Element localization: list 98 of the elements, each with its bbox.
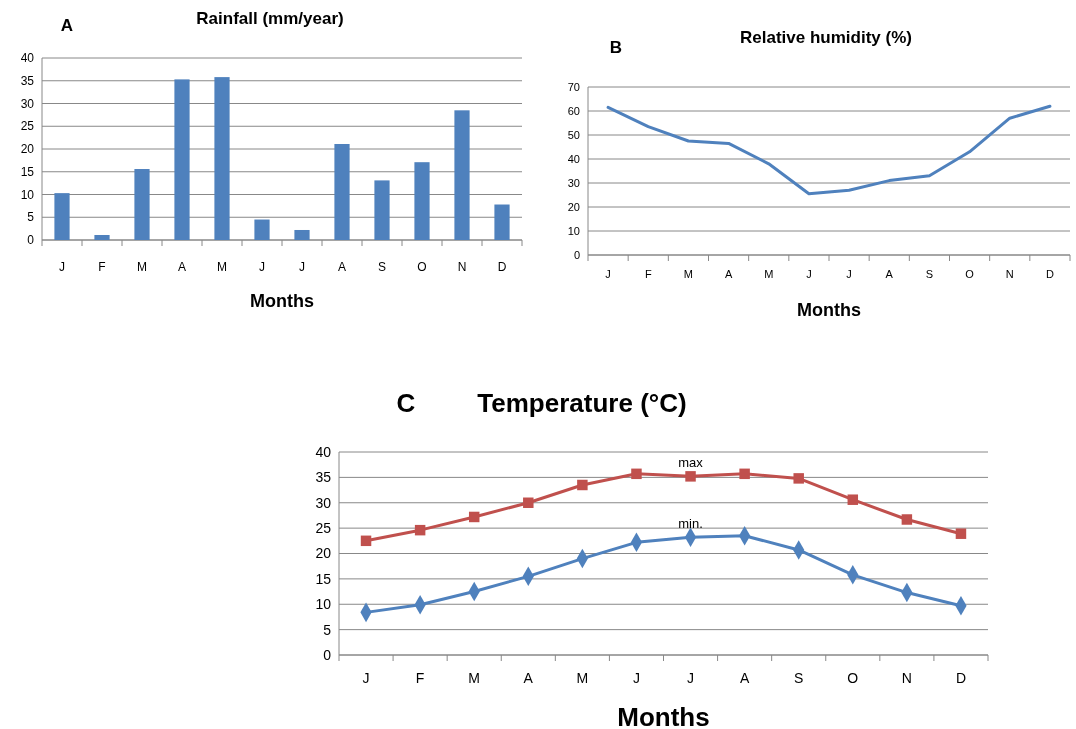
bar (54, 193, 70, 240)
bar (374, 180, 390, 240)
y-tick-label: 10 (567, 224, 580, 237)
y-tick-label: 40 (20, 51, 35, 66)
y-tick-label: 0 (323, 646, 332, 663)
y-tick-label: 10 (20, 187, 35, 202)
x-tick-label: F (644, 268, 652, 280)
point (793, 473, 804, 484)
bar (414, 162, 430, 240)
x-tick-label: M (468, 670, 481, 686)
x-tick-label: A (885, 268, 894, 280)
point (955, 528, 967, 539)
x-tick-label: S (794, 670, 804, 686)
text: B (609, 38, 623, 57)
bar (254, 219, 270, 240)
bar (494, 204, 510, 240)
y-tick-label: 10 (315, 596, 332, 613)
x-tick-label: D (955, 670, 967, 686)
x-tick-label: S (377, 260, 387, 274)
series-label: min. (678, 516, 703, 532)
x-axis-title: Months (797, 300, 861, 320)
point (847, 494, 859, 505)
point (577, 479, 588, 491)
y-tick-label: 25 (20, 119, 35, 134)
x-tick-label: J (687, 670, 695, 686)
y-tick-label: 40 (567, 152, 580, 165)
y-tick-label: 70 (567, 80, 580, 93)
x-tick-label: A (739, 670, 750, 686)
point (739, 468, 750, 480)
point (685, 471, 696, 482)
x-tick-label: M (137, 260, 147, 274)
x-tick-label: O (847, 670, 859, 686)
x-tick-label: N (457, 260, 467, 274)
bar (94, 235, 110, 240)
bar (174, 79, 190, 240)
x-tick-label: D (497, 260, 507, 274)
y-tick-label: 5 (323, 621, 332, 638)
text: A (60, 16, 74, 35)
y-tick-label: 0 (573, 248, 580, 261)
x-tick-label: O (417, 260, 427, 274)
point (523, 497, 534, 508)
x-tick-label: A (523, 670, 534, 686)
x-tick-label: F (98, 260, 106, 274)
y-tick-label: 20 (20, 142, 35, 157)
x-tick-label: J (846, 268, 852, 280)
x-axis-title: Months (617, 702, 710, 729)
x-tick-label: M (217, 260, 227, 274)
x-tick-label: O (965, 268, 975, 280)
x-tick-label: J (362, 670, 370, 686)
chart-title: Relative humidity (%) (740, 28, 912, 47)
x-tick-label: M (576, 670, 589, 686)
x-tick-label: J (806, 268, 812, 280)
y-tick-label: 40 (315, 443, 332, 460)
y-tick-label: 5 (27, 210, 35, 225)
y-tick-label: 35 (20, 73, 35, 88)
x-tick-label: M (764, 268, 774, 280)
point (631, 468, 642, 480)
y-tick-label: 35 (315, 469, 332, 486)
x-tick-label: J (605, 268, 611, 280)
y-tick-label: 25 (315, 520, 332, 537)
y-tick-label: 20 (567, 200, 580, 213)
x-tick-label: N (1005, 268, 1014, 280)
x-tick-label: N (901, 670, 912, 686)
y-tick-label: 30 (567, 176, 580, 189)
x-tick-label: J (632, 670, 640, 686)
bar (454, 110, 470, 240)
y-tick-label: 60 (567, 104, 580, 117)
bar (294, 229, 310, 240)
x-tick-label: A (724, 268, 733, 280)
y-tick-label: 30 (315, 494, 332, 511)
point (468, 511, 480, 523)
y-tick-label: 0 (27, 233, 35, 248)
x-tick-label: A (177, 260, 187, 274)
y-tick-label: 50 (567, 128, 580, 141)
y-tick-label: 30 (20, 96, 35, 111)
x-tick-label: F (415, 670, 425, 686)
y-tick-label: 20 (315, 545, 332, 562)
text: C (396, 388, 416, 418)
point (360, 535, 372, 547)
point (414, 524, 426, 536)
line-series (606, 104, 1052, 196)
point (901, 514, 913, 525)
x-tick-label: D (1045, 268, 1054, 280)
chart-title: Temperature (°C) (477, 388, 687, 418)
x-tick-label: J (299, 260, 305, 274)
x-tick-label: M (683, 268, 693, 280)
y-tick-label: 15 (315, 570, 332, 587)
y-tick-label: 15 (20, 164, 35, 179)
x-tick-label: J (59, 260, 65, 274)
chart-title: Rainfall (mm/year) (196, 9, 344, 28)
x-axis-title: Months (250, 291, 314, 311)
x-tick-label: J (259, 260, 265, 274)
bar (334, 144, 350, 240)
x-tick-label: A (337, 260, 347, 274)
series-label: max (678, 455, 704, 471)
x-tick-label: S (925, 268, 934, 280)
bar (134, 169, 150, 240)
bar (214, 77, 230, 240)
